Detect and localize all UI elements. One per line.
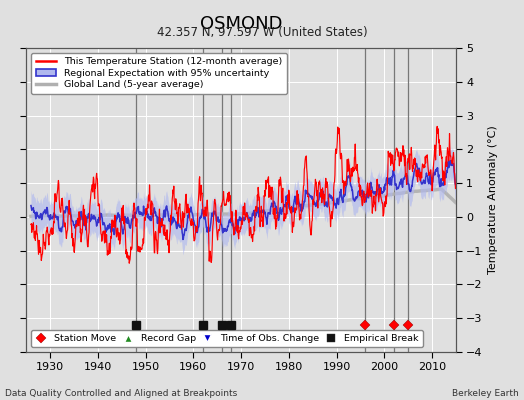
Title: OSMOND: OSMOND	[200, 14, 282, 32]
Legend: Station Move, Record Gap, Time of Obs. Change, Empirical Break: Station Move, Record Gap, Time of Obs. C…	[31, 330, 423, 347]
Text: Data Quality Controlled and Aligned at Breakpoints: Data Quality Controlled and Aligned at B…	[5, 389, 237, 398]
Text: 42.357 N, 97.597 W (United States): 42.357 N, 97.597 W (United States)	[157, 26, 367, 39]
Y-axis label: Temperature Anomaly (°C): Temperature Anomaly (°C)	[488, 126, 498, 274]
Text: Berkeley Earth: Berkeley Earth	[452, 389, 519, 398]
